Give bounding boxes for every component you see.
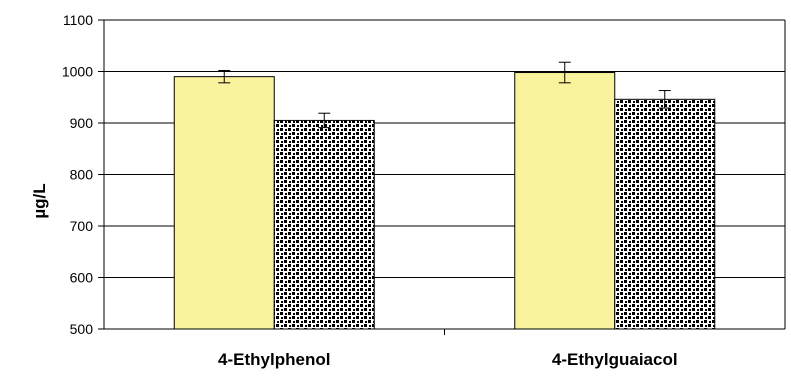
bars: [173, 72, 716, 330]
y-tick-labels: 500 600 700 800 900 1000 1100: [62, 12, 93, 337]
bar: [514, 72, 616, 330]
x-category-label: 4-Ethylguaiacol: [552, 350, 678, 369]
y-tick-label: 1100: [63, 12, 93, 28]
x-category-labels: 4-Ethylphenol 4-Ethylguaiacol: [218, 350, 678, 369]
bar: [173, 76, 275, 330]
y-tick-label: 800: [70, 167, 94, 183]
bar: [614, 98, 716, 330]
y-tick-label: 900: [70, 115, 94, 131]
x-category-label: 4-Ethylphenol: [218, 350, 330, 369]
error-bars: [218, 61, 671, 129]
y-tick-label: 600: [70, 270, 94, 286]
y-tick-label: 500: [70, 321, 94, 337]
axes: [98, 19, 786, 335]
y-tick-label: 700: [70, 218, 94, 234]
y-tick-label: 1000: [62, 64, 93, 80]
bar: [273, 119, 375, 330]
y-axis-title: µg/L: [30, 183, 49, 218]
